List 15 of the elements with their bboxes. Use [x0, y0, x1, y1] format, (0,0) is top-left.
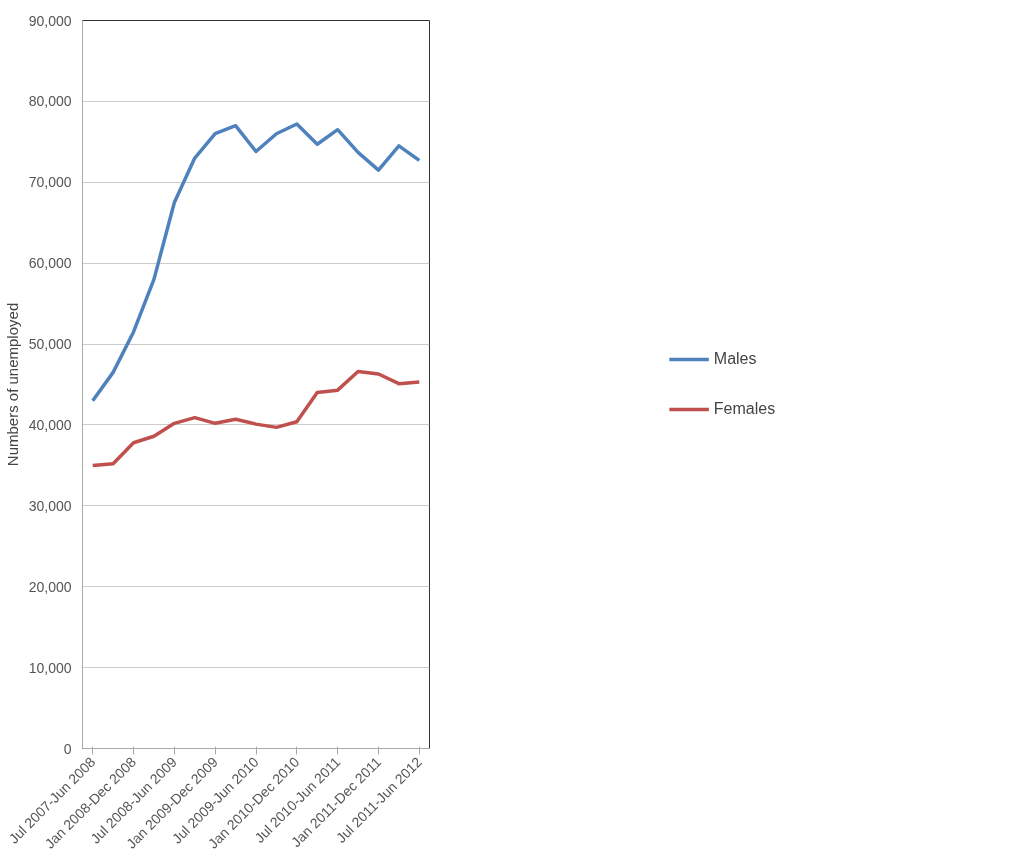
line-series — [90, 369, 422, 468]
y-tick-label: 20,000 — [28, 578, 72, 595]
y-tick-label: 40,000 — [28, 416, 72, 433]
y-tick-label: 70,000 — [28, 174, 72, 191]
line-series — [90, 122, 422, 403]
y-tick-label: 80,000 — [28, 93, 72, 110]
y-tick-label: 60,000 — [28, 255, 72, 272]
y-axis-title: Numbers of unemployed — [3, 302, 21, 467]
y-tick-label: 10,000 — [28, 659, 72, 676]
y-tick-label: 30,000 — [28, 497, 72, 514]
y-tick-label: 50,000 — [28, 336, 72, 353]
legend-label: Females — [713, 400, 776, 418]
y-tick-label: 0 — [63, 740, 72, 757]
y-tick-label: 90,000 — [28, 12, 72, 29]
legend-label: Males — [713, 350, 757, 368]
